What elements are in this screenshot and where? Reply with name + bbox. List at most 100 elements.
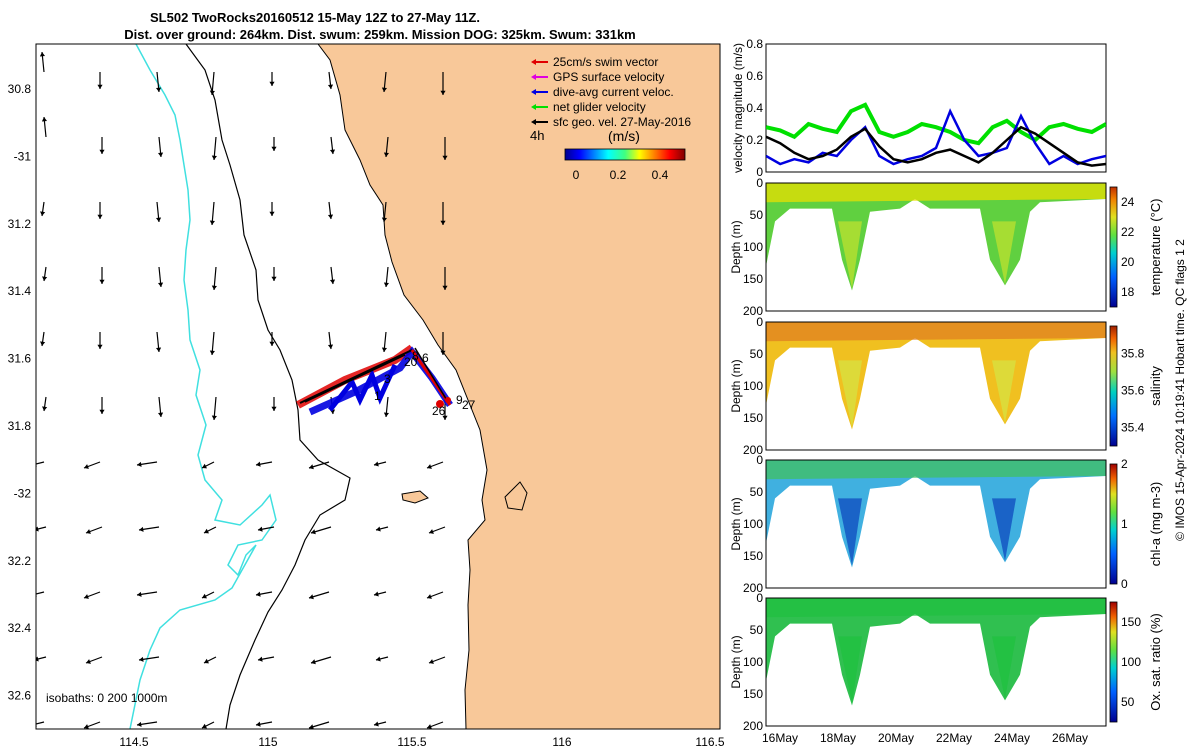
colorbar-tick: 150 <box>1121 615 1141 629</box>
geo-velocity-arrowhead <box>36 526 39 532</box>
date-tick: 24May <box>994 731 1030 745</box>
legend-arrowhead <box>531 104 536 110</box>
geo-velocity-arrowhead <box>99 149 105 154</box>
colorbar-unit: (m/s) <box>608 128 640 144</box>
geo-velocity-arrowhead <box>269 341 275 346</box>
geo-velocity-arrowhead <box>440 220 446 225</box>
geo-velocity-arrowhead <box>137 461 142 467</box>
geo-velocity-arrowhead <box>84 464 89 469</box>
depth-tick: 150 <box>743 272 763 286</box>
geo-velocity-arrowhead <box>271 406 277 411</box>
colorbar-tick: 50 <box>1121 695 1135 709</box>
geo-velocity-arrowhead <box>36 463 37 467</box>
section-panel: 0 50 100 150 200 Depth (m) 2 1 0 chl-a (mg m-3) <box>729 453 1163 595</box>
geo-velocity-arrowhead <box>383 412 389 417</box>
colorbar-label: Ox. sat. ratio (%) <box>1148 613 1163 711</box>
geo-velocity-arrowhead <box>258 526 263 532</box>
geo-velocity-arrowhead <box>442 155 448 160</box>
chart-title: SL502 TwoRocks20160512 15-May 12Z to 27-… <box>150 10 480 25</box>
colorbar-tick: 18 <box>1121 285 1135 299</box>
date-tick: 18May <box>820 731 856 745</box>
geo-velocity-arrowhead <box>204 658 209 664</box>
geo-velocity-arrowhead <box>383 282 389 287</box>
section-surface-layer <box>766 183 1106 203</box>
depth-tick: 50 <box>750 347 764 361</box>
geo-velocity-arrowhead <box>42 406 48 411</box>
geo-velocity-arrowhead <box>429 659 434 664</box>
depth-tick: 0 <box>756 315 763 329</box>
section-frame <box>765 182 1107 312</box>
geo-velocity-arrowhead <box>329 279 336 284</box>
island <box>504 481 528 511</box>
geo-velocity-arrowhead <box>256 721 261 727</box>
depth-tick: 0 <box>756 453 763 467</box>
geo-velocity-arrowhead <box>440 350 446 355</box>
glider-track <box>296 344 453 416</box>
map-y-tick: -31 <box>14 149 32 163</box>
section-panel: 0 50 100 150 200 Depth (m) 24 22 20 18 temperature… <box>729 176 1163 318</box>
copyright-note: © IMOS 15-Apr-2024 10:19:41 Hobart time.… <box>1173 239 1187 541</box>
geo-velocity-arrowhead <box>40 211 46 216</box>
geo-velocity-arrowhead <box>202 593 207 599</box>
velocity-series-line <box>766 108 1106 166</box>
depth-axis-label: Depth (m) <box>729 497 743 550</box>
colorbar-label: temperature (°C) <box>1148 199 1163 296</box>
section-dive <box>992 360 1016 424</box>
section-dive <box>838 498 862 566</box>
isobath-200m <box>185 44 351 729</box>
geo-velocity-arrowhead <box>256 461 261 467</box>
map-y-tick: 31.4 <box>8 284 32 298</box>
section-dive <box>992 498 1016 562</box>
geo-velocity-arrowhead <box>311 659 316 665</box>
date-tick: 20May <box>878 731 914 745</box>
geo-velocity-arrow <box>36 591 45 595</box>
geo-velocity-arrowhead <box>376 526 381 532</box>
geo-velocity-arrowhead <box>327 214 334 219</box>
geo-velocity-arrow <box>36 461 45 465</box>
geo-velocity-arrowhead <box>376 656 381 662</box>
speed-colorbar: 4h (m/s) 0 0.2 0.4 <box>530 128 686 182</box>
geo-velocity-arrowhead <box>156 217 162 222</box>
section-surface-layer <box>766 322 1106 342</box>
depth-tick: 100 <box>743 379 763 393</box>
geo-velocity-arrowhead <box>211 415 217 420</box>
map-y-tick: 30.8 <box>8 82 32 96</box>
geo-velocity-arrowhead <box>139 526 144 532</box>
velocity-panel: 0.8 0.6 0.4 0.2 0 velocity magnitude (m/s) <box>731 37 1107 179</box>
depth-tick: 200 <box>743 581 763 595</box>
svg-text:3: 3 <box>384 372 391 386</box>
legend-arrowhead <box>531 89 536 95</box>
map-x-tick: 116 <box>552 735 571 749</box>
depth-tick: 50 <box>750 208 764 222</box>
svg-text:27: 27 <box>462 398 476 412</box>
colorbar-note: 4h <box>530 128 544 143</box>
geo-velocity-arrowhead <box>256 591 261 597</box>
legend-arrowhead <box>531 74 536 80</box>
velocity-y-tick: 0.6 <box>746 69 763 83</box>
geo-velocity-arrowhead <box>99 279 105 284</box>
section-colorbar <box>1109 186 1118 308</box>
section-dive <box>838 636 862 704</box>
colorbar-tick: 35.8 <box>1121 347 1145 361</box>
geo-velocity-arrowhead <box>158 282 164 287</box>
geo-velocity-arrowhead <box>271 146 277 151</box>
map-y-tick: 32.4 <box>8 621 32 635</box>
svg-text:20: 20 <box>404 355 418 369</box>
geo-velocity-arrowhead <box>86 529 91 534</box>
colorbar-tick: 35.4 <box>1121 421 1145 435</box>
date-tick: 26May <box>1052 731 1088 745</box>
geo-velocity-arrowhead <box>429 529 434 534</box>
velocity-ylabel: velocity magnitude (m/s) <box>731 43 745 173</box>
section-frame <box>765 321 1107 451</box>
geo-velocity-arrowhead <box>271 276 277 281</box>
depth-tick: 100 <box>743 655 763 669</box>
section-colorbar <box>1109 601 1118 723</box>
colorbar-tick: 24 <box>1121 195 1135 209</box>
colorbar-tick: 1 <box>1121 517 1128 531</box>
depth-tick: 0 <box>756 176 763 190</box>
geo-velocity-arrowhead <box>258 656 263 662</box>
map-y-tick: -32 <box>14 486 32 500</box>
geo-velocity-arrowhead <box>137 721 142 727</box>
map-x-tick: 115.5 <box>397 735 426 749</box>
